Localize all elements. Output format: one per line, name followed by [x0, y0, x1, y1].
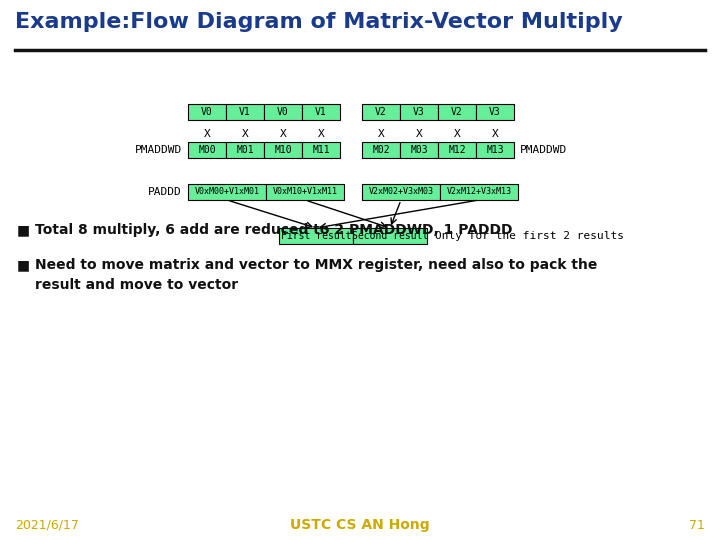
FancyBboxPatch shape	[476, 142, 514, 158]
FancyBboxPatch shape	[362, 142, 400, 158]
Text: Need to move matrix and vector to MMX register, need also to pack the: Need to move matrix and vector to MMX re…	[35, 258, 598, 272]
Text: M12: M12	[448, 145, 466, 155]
FancyBboxPatch shape	[226, 142, 264, 158]
Text: Example:Flow Diagram of Matrix-Vector Multiply: Example:Flow Diagram of Matrix-Vector Mu…	[15, 12, 623, 32]
Text: V3: V3	[489, 107, 501, 117]
FancyBboxPatch shape	[353, 228, 427, 244]
FancyBboxPatch shape	[362, 184, 440, 200]
Text: M13: M13	[486, 145, 504, 155]
Text: ■: ■	[17, 223, 30, 237]
Text: result and move to vector: result and move to vector	[35, 278, 238, 292]
FancyBboxPatch shape	[264, 104, 302, 120]
Text: PADDD: PADDD	[148, 187, 182, 197]
Text: PMADDWD: PMADDWD	[520, 145, 567, 155]
Text: V0xM00+V1xM01: V0xM00+V1xM01	[194, 187, 259, 197]
FancyBboxPatch shape	[438, 104, 476, 120]
Text: M11: M11	[312, 145, 330, 155]
Text: V3: V3	[413, 107, 425, 117]
FancyBboxPatch shape	[266, 184, 344, 200]
Text: V2: V2	[451, 107, 463, 117]
FancyBboxPatch shape	[438, 142, 476, 158]
Text: X: X	[242, 129, 248, 139]
FancyBboxPatch shape	[226, 104, 264, 120]
Text: 71: 71	[689, 519, 705, 532]
Text: Second result: Second result	[352, 231, 428, 241]
Text: V0: V0	[201, 107, 213, 117]
Text: USTC CS AN Hong: USTC CS AN Hong	[290, 518, 430, 532]
FancyBboxPatch shape	[188, 142, 226, 158]
Text: PMADDWD: PMADDWD	[135, 145, 182, 155]
Text: V2xM12+V3xM13: V2xM12+V3xM13	[446, 187, 511, 197]
Text: ■: ■	[17, 258, 30, 272]
FancyBboxPatch shape	[188, 104, 226, 120]
FancyBboxPatch shape	[440, 184, 518, 200]
Text: 2021/6/17: 2021/6/17	[15, 519, 79, 532]
Text: X: X	[204, 129, 210, 139]
Text: V0: V0	[277, 107, 289, 117]
Text: V2: V2	[375, 107, 387, 117]
FancyBboxPatch shape	[188, 184, 266, 200]
Text: V0xM10+V1xM11: V0xM10+V1xM11	[272, 187, 338, 197]
Text: Total 8 multiply, 6 add are reduced to 2 PMADDWD, 1 PADDD: Total 8 multiply, 6 add are reduced to 2…	[35, 223, 513, 237]
FancyBboxPatch shape	[400, 142, 438, 158]
FancyBboxPatch shape	[400, 104, 438, 120]
Text: M01: M01	[236, 145, 254, 155]
FancyBboxPatch shape	[279, 228, 353, 244]
Text: X: X	[318, 129, 325, 139]
Text: X: X	[377, 129, 384, 139]
Text: V1: V1	[315, 107, 327, 117]
Text: X: X	[454, 129, 460, 139]
FancyBboxPatch shape	[476, 104, 514, 120]
FancyBboxPatch shape	[264, 142, 302, 158]
Text: M10: M10	[274, 145, 292, 155]
Text: V2xM02+V3xM03: V2xM02+V3xM03	[369, 187, 433, 197]
Text: M02: M02	[372, 145, 390, 155]
Text: M03: M03	[410, 145, 428, 155]
FancyBboxPatch shape	[302, 142, 340, 158]
Text: M00: M00	[198, 145, 216, 155]
Text: First result: First result	[281, 231, 351, 241]
FancyBboxPatch shape	[302, 104, 340, 120]
Text: X: X	[415, 129, 423, 139]
Text: Only for the first 2 results: Only for the first 2 results	[435, 231, 624, 241]
Text: X: X	[279, 129, 287, 139]
Text: V1: V1	[239, 107, 251, 117]
Text: X: X	[492, 129, 498, 139]
FancyBboxPatch shape	[362, 104, 400, 120]
